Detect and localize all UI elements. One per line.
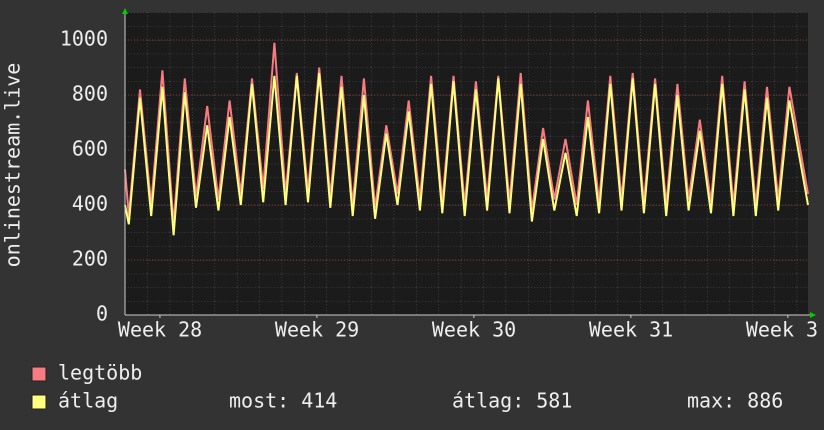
x-arrow [810,312,816,318]
y-tick-label: 200 [72,247,108,271]
legend-label: átlag [58,389,118,413]
y-axis-label: onlinestream.live [1,63,25,268]
stat-label: max: [687,389,735,413]
y-arrow [122,8,128,14]
legend-label: legtöbb [58,361,142,385]
y-tick-label: 1000 [60,27,108,51]
series-line [124,72,809,236]
stat-label: átlag: [452,389,524,413]
legend-swatch [31,366,47,382]
stat-value: 414 [301,389,337,413]
y-tick-label: 600 [72,137,108,161]
y-tick-label: 400 [72,192,108,216]
x-tick-label: Week 29 [275,318,359,342]
legend-swatch [31,394,47,410]
stat-value: 886 [747,389,783,413]
stat-value: 581 [536,389,572,413]
x-tick-label: Week 3 [746,318,818,342]
x-tick-label: Week 31 [589,318,673,342]
legend: legtöbb átlag most: 414 átlag: 581 max: 886 [31,361,783,413]
x-tick-label: Week 28 [118,318,202,342]
y-tick-label: 800 [72,82,108,106]
y-tick-label: 0 [96,302,108,326]
stat-label: most: [229,389,289,413]
x-tick-label: Week 30 [432,318,516,342]
